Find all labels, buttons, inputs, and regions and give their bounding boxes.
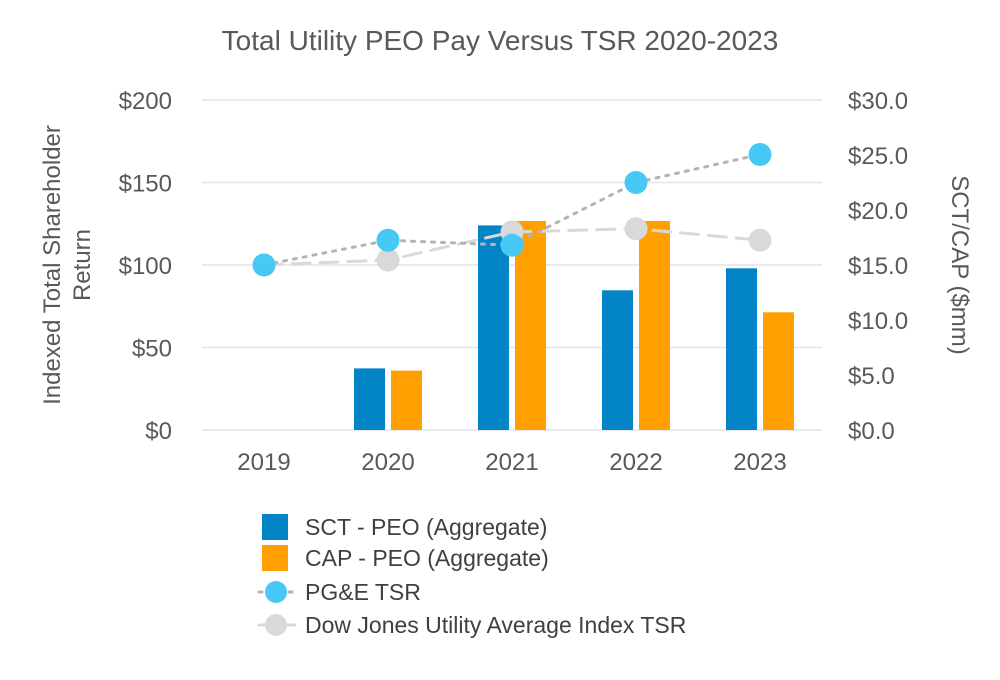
right-tick-label: $25.0 bbox=[848, 143, 908, 170]
legend-swatch bbox=[262, 545, 288, 571]
bar-cap bbox=[763, 312, 794, 430]
right-axis-ticks: $0.0 $5.0 $10.0 $15.0 $20.0 $25.0 $30.0 bbox=[848, 88, 908, 445]
chart-title: Total Utility PEO Pay Versus TSR 2020-20… bbox=[222, 25, 779, 56]
legend-marker bbox=[265, 581, 287, 603]
bar-sct bbox=[478, 225, 509, 430]
tsr-lines bbox=[252, 142, 772, 277]
left-axis-label-line: Return bbox=[69, 229, 96, 301]
point-dow-jones-tsr bbox=[376, 248, 400, 272]
bar-cap bbox=[391, 370, 422, 430]
bar-sct bbox=[726, 268, 757, 430]
legend-label: Dow Jones Utility Average Index TSR bbox=[305, 612, 686, 638]
left-axis-label: Indexed Total Shareholder Return bbox=[39, 125, 96, 405]
point-pge-tsr bbox=[748, 142, 772, 166]
bar-cap bbox=[639, 221, 670, 430]
left-tick-label: $150 bbox=[119, 171, 172, 198]
bars bbox=[354, 221, 794, 430]
legend: SCT - PEO (Aggregate) CAP - PEO (Aggregat… bbox=[257, 514, 686, 638]
left-axis-label-line: Indexed Total Shareholder bbox=[39, 125, 66, 405]
right-tick-label: $30.0 bbox=[848, 88, 908, 115]
right-tick-label: $15.0 bbox=[848, 253, 908, 280]
right-tick-label: $20.0 bbox=[848, 198, 908, 225]
x-axis-ticks: 2019 2020 2021 2022 2023 bbox=[237, 449, 786, 476]
x-tick-label: 2020 bbox=[361, 449, 414, 476]
point-pge-tsr bbox=[624, 171, 648, 194]
right-axis-label: SCT/CAP ($mm) bbox=[946, 175, 973, 355]
legend-label: CAP - PEO (Aggregate) bbox=[305, 545, 549, 571]
x-tick-label: 2019 bbox=[237, 449, 290, 476]
legend-swatch bbox=[262, 514, 288, 540]
legend-label: PG&E TSR bbox=[305, 579, 421, 605]
legend-label: SCT - PEO (Aggregate) bbox=[305, 514, 547, 540]
left-tick-label: $200 bbox=[119, 88, 172, 115]
point-pge-tsr bbox=[252, 253, 276, 277]
point-dow-jones-tsr bbox=[748, 228, 772, 252]
legend-marker bbox=[265, 614, 287, 636]
left-tick-label: $100 bbox=[119, 253, 172, 280]
right-tick-label: $10.0 bbox=[848, 308, 908, 335]
left-axis-ticks: $0 $50 $100 $150 $200 bbox=[119, 88, 172, 445]
bar-sct bbox=[354, 368, 385, 430]
point-pge-tsr bbox=[500, 233, 524, 257]
right-tick-label: $5.0 bbox=[848, 363, 895, 390]
point-pge-tsr bbox=[376, 228, 400, 252]
right-tick-label: $0.0 bbox=[848, 418, 895, 445]
bar-sct bbox=[602, 290, 633, 430]
point-dow-jones-tsr bbox=[624, 217, 648, 241]
x-tick-label: 2022 bbox=[609, 449, 662, 476]
x-tick-label: 2023 bbox=[733, 449, 786, 476]
x-tick-label: 2021 bbox=[485, 449, 538, 476]
left-tick-label: $50 bbox=[132, 336, 172, 363]
left-tick-label: $0 bbox=[145, 418, 172, 445]
gridlines bbox=[202, 99, 822, 431]
bar-cap bbox=[515, 221, 546, 430]
